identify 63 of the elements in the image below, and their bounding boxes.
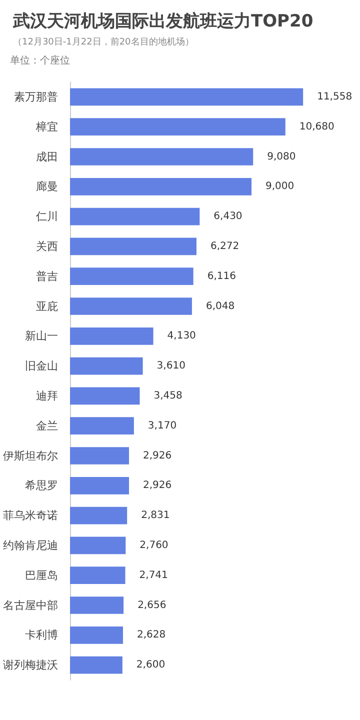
bar xyxy=(70,327,154,345)
data-label: 10,680 xyxy=(299,121,334,132)
bar xyxy=(70,118,286,136)
bar xyxy=(70,357,143,375)
data-label: 11,558 xyxy=(317,91,352,102)
bar xyxy=(70,298,192,315)
y-tick-label: 卡利博 xyxy=(25,628,58,642)
data-label: 2,926 xyxy=(143,450,172,462)
data-label: 9,080 xyxy=(267,151,296,162)
y-tick-label: 迪拜 xyxy=(36,389,58,402)
bar xyxy=(70,596,124,614)
chart-title: 武汉天河机场国际出发航班运力TOP20 xyxy=(12,12,314,32)
y-tick-label: 新山一 xyxy=(25,330,58,343)
data-label: 6,272 xyxy=(210,240,240,252)
text: 单位：个座位 xyxy=(10,54,70,66)
data-label: 9,000 xyxy=(266,181,294,192)
bar xyxy=(70,238,196,256)
data-label: 2,628 xyxy=(137,630,166,641)
data-label: 2,741 xyxy=(139,570,168,581)
data-label: 2,831 xyxy=(141,510,170,522)
data-label: 6,430 xyxy=(214,211,242,222)
data-label: 2,926 xyxy=(143,480,172,492)
y-tick-label: 伊斯坦布尔 xyxy=(3,449,58,462)
bar xyxy=(70,268,194,286)
y-tick-label: 菲乌米奇诺 xyxy=(3,509,58,522)
y-tick-label: 仁川 xyxy=(36,210,58,224)
y-tick-label: 谢列梅捷沃 xyxy=(3,658,58,672)
y-tick-label: 约翰肯尼迪 xyxy=(3,538,58,552)
data-label: 4,130 xyxy=(167,330,196,342)
bar xyxy=(70,506,128,524)
data-label: 3,610 xyxy=(156,360,186,372)
y-tick-label: 金兰 xyxy=(36,419,58,432)
y-tick-label: 素万那普 xyxy=(14,90,58,104)
y-tick-label: 关西 xyxy=(36,240,58,253)
data-label: 2,760 xyxy=(140,540,168,551)
bar xyxy=(70,536,126,554)
bar xyxy=(70,208,200,226)
bar xyxy=(70,566,126,584)
y-tick-label: 樟宜 xyxy=(35,120,58,134)
data-label: 3,170 xyxy=(148,420,177,432)
chart-subtitle: （12月30日-1月22日，前20名目的地机场） xyxy=(13,36,194,48)
y-tick-label: 成田 xyxy=(36,150,58,164)
data-label: 2,600 xyxy=(136,660,166,671)
y-tick-label: 巴厘岛 xyxy=(25,568,58,582)
bar xyxy=(70,387,140,405)
data-label: 6,048 xyxy=(206,300,235,312)
data-label: 6,116 xyxy=(207,270,236,282)
y-tick-label: 亚庇 xyxy=(36,300,58,313)
y-tick-label: 旧金山 xyxy=(25,360,58,373)
bar xyxy=(70,88,304,106)
bar xyxy=(70,656,122,674)
y-tick-label: 廊曼 xyxy=(36,180,58,194)
bar xyxy=(70,626,123,644)
data-label: 2,656 xyxy=(138,600,166,611)
y-tick-label: 普吉 xyxy=(36,270,58,283)
bar xyxy=(70,178,252,196)
y-tick-label: 名古屋中部 xyxy=(3,598,58,612)
bar xyxy=(70,148,254,166)
y-tick-label: 希思罗 xyxy=(25,479,58,492)
bar xyxy=(70,447,130,464)
bar xyxy=(70,417,134,435)
bar xyxy=(70,476,130,494)
data-label: 3,458 xyxy=(154,390,182,402)
